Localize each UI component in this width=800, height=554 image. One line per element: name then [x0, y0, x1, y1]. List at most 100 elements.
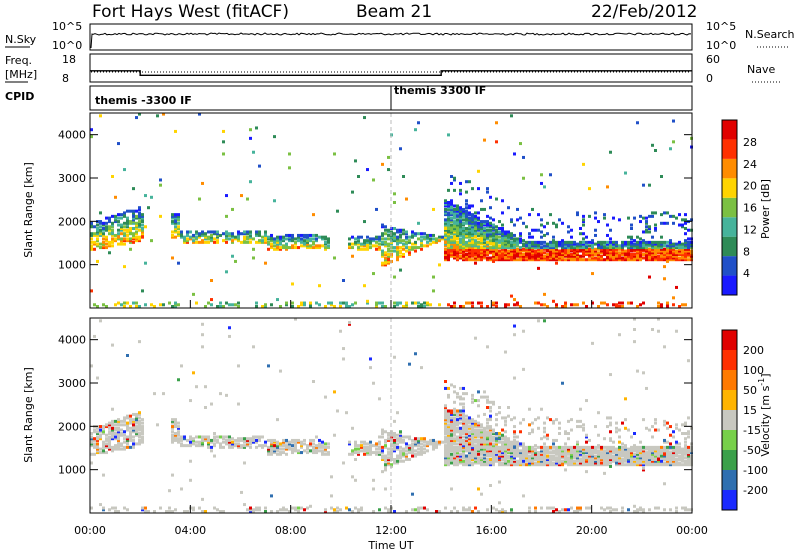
heatmap-cell: [405, 246, 408, 250]
heatmap-cell: [405, 303, 408, 307]
heatmap-cell: [546, 445, 549, 449]
heatmap-cell: [435, 510, 438, 513]
heatmap-cell: [408, 240, 411, 244]
heatmap-cell: [546, 254, 549, 258]
heatmap-cell: [501, 256, 504, 260]
heatmap-cell: [627, 253, 630, 256]
heatmap-cell: [369, 445, 372, 449]
heatmap-cell: [456, 230, 459, 234]
heatmap-cell: [102, 444, 105, 448]
heatmap-cell: [681, 456, 684, 460]
heatmap-cell: [216, 508, 219, 512]
heatmap-cell: [417, 305, 420, 308]
heatmap-cell: [576, 442, 579, 446]
heatmap-cell: [315, 233, 318, 237]
heatmap-cell: [597, 463, 600, 467]
heatmap-cell: [537, 258, 540, 262]
heatmap-cell: [387, 237, 390, 241]
heatmap-cell: [459, 213, 462, 217]
heatmap-cell: [627, 461, 630, 465]
heatmap-cell: [210, 235, 213, 239]
heatmap-cell: [510, 240, 513, 244]
heatmap-cell: [459, 214, 462, 218]
heatmap-cell: [540, 458, 543, 461]
heatmap-cell: [537, 242, 540, 246]
heatmap-cell: [534, 506, 537, 510]
heatmap-cell: [531, 463, 534, 467]
heatmap-cell: [171, 216, 174, 220]
heatmap-cell: [279, 239, 282, 243]
heatmap-cell: [255, 232, 258, 236]
heatmap-cell: [459, 305, 462, 308]
heatmap-cell: [501, 223, 504, 227]
heatmap-cell: [489, 433, 492, 437]
freq-trace: [90, 70, 692, 76]
heatmap-cell: [402, 449, 405, 453]
heatmap-cell: [465, 213, 468, 217]
heatmap-cell: [246, 440, 249, 444]
heatmap-cell: [468, 452, 471, 456]
heatmap-cell: [657, 459, 660, 463]
heatmap-cell: [684, 232, 687, 236]
heatmap-cell: [552, 419, 555, 423]
heatmap-cell: [438, 263, 441, 267]
colorbar-swatch: [722, 350, 737, 370]
heatmap-cell: [654, 251, 657, 255]
heatmap-cell: [132, 419, 135, 423]
heatmap-cell: [663, 440, 666, 444]
heatmap-cell: [357, 239, 360, 243]
heatmap-cell: [540, 459, 543, 463]
heatmap-cell: [624, 249, 627, 253]
heatmap-cell: [639, 463, 642, 467]
heatmap-cell: [294, 440, 297, 444]
heatmap-cell: [342, 347, 345, 351]
heatmap-cell: [678, 454, 681, 458]
heatmap-cell: [606, 459, 609, 463]
heatmap-cell: [633, 444, 636, 448]
heatmap-cell: [120, 232, 123, 236]
heatmap-cell: [522, 444, 525, 448]
heatmap-cell: [633, 239, 636, 243]
freq-tick-top: 18: [62, 53, 76, 66]
heatmap-cell: [609, 454, 612, 458]
heatmap-cell: [510, 235, 513, 239]
heatmap-cell: [642, 256, 645, 260]
heatmap-cell: [636, 242, 639, 246]
heatmap-cell: [612, 440, 615, 444]
heatmap-cell: [396, 437, 399, 441]
heatmap-cell: [591, 249, 594, 253]
heatmap-cell: [498, 235, 501, 239]
heatmap-cell: [522, 244, 525, 248]
colorbar-swatch: [722, 256, 737, 276]
heatmap-cell: [501, 242, 504, 246]
heatmap-cell: [486, 454, 489, 458]
heatmap-cell: [438, 239, 441, 243]
heatmap-cell: [228, 232, 231, 236]
heatmap-cell: [630, 246, 633, 250]
heatmap-cell: [462, 233, 465, 237]
heatmap-cell: [129, 221, 132, 225]
heatmap-cell: [549, 251, 552, 255]
heatmap-cell: [465, 444, 468, 448]
heatmap-cell: [324, 246, 327, 250]
heatmap-cell: [414, 438, 417, 442]
heatmap-cell: [123, 506, 126, 510]
heatmap-cell: [564, 452, 567, 456]
heatmap-cell: [387, 452, 390, 456]
heatmap-cell: [477, 254, 480, 258]
heatmap-cell: [282, 237, 285, 241]
heatmap-cell: [123, 213, 126, 217]
heatmap-cell: [594, 233, 597, 237]
heatmap-cell: [654, 447, 657, 451]
heatmap-cell: [489, 406, 492, 409]
heatmap-cell: [480, 230, 483, 234]
heatmap-cell: [420, 305, 423, 308]
heatmap-cell: [126, 209, 129, 213]
heatmap-cell: [501, 416, 504, 420]
heatmap-cell: [573, 244, 576, 248]
heatmap-cell: [606, 454, 609, 458]
heatmap-cell: [471, 454, 474, 458]
heatmap-cell: [501, 442, 504, 446]
heatmap-cell: [459, 426, 462, 430]
heatmap-cell: [213, 435, 216, 439]
